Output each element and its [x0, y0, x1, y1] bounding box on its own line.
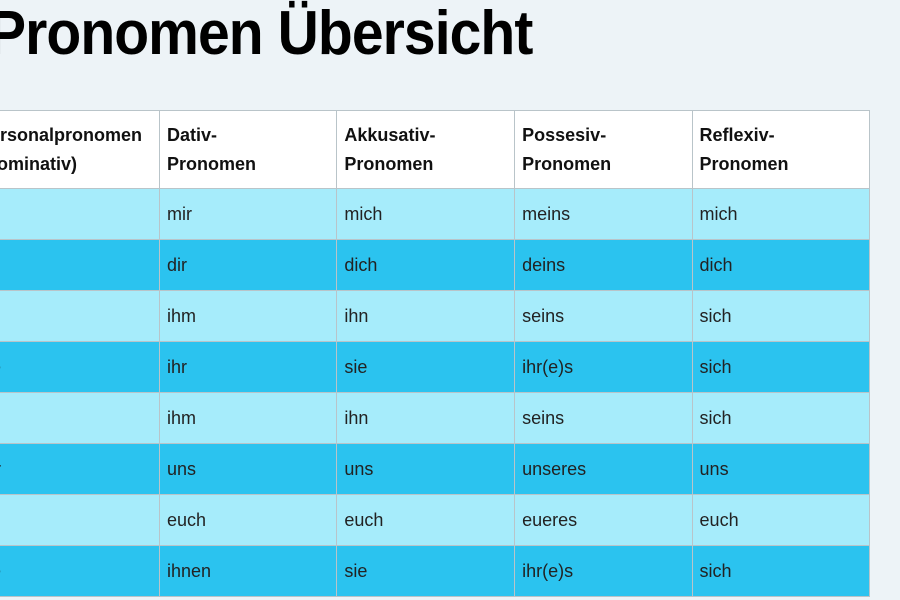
- header-cell: Personalpronomen (Nominativ): [0, 110, 160, 189]
- header-text: Personalpronomen: [0, 124, 143, 145]
- table-cell: seins: [514, 290, 693, 342]
- pronoun-table: Personalpronomen (Nominativ) Dativ- Pronome…: [0, 110, 871, 597]
- table-cell: ihn: [336, 392, 516, 444]
- table-body: ichmirmichmeinsmichdudirdichdeinsdicheri…: [0, 188, 871, 597]
- table-cell: ihn: [336, 290, 516, 342]
- table-cell: uns: [691, 443, 871, 495]
- table-cell: wir: [0, 443, 160, 495]
- table-cell: sich: [691, 545, 871, 597]
- table-cell: sich: [691, 392, 871, 444]
- table-cell: dich: [691, 239, 871, 291]
- table-cell: ihr(e)s: [514, 545, 693, 597]
- table-cell: ihm: [158, 392, 338, 444]
- header-text: Pronomen: [167, 153, 257, 174]
- header-text: Possesiv-: [522, 124, 607, 145]
- table-cell: sie: [336, 545, 516, 597]
- table-row: dudirdichdeinsdich: [0, 239, 871, 291]
- table-cell: ihr: [158, 341, 338, 393]
- header-cell: Reflexiv- Pronomen: [691, 110, 871, 189]
- header-row: Personalpronomen (Nominativ) Dativ- Pronome…: [0, 110, 871, 189]
- table-cell: unseres: [514, 443, 693, 495]
- table-cell: ihr: [0, 494, 160, 546]
- header-text: Pronomen: [522, 153, 612, 174]
- header-text: Pronomen: [344, 153, 434, 174]
- title: Pronomen Übersicht: [0, 0, 533, 68]
- header-cell: Akkusativ- Pronomen: [336, 110, 516, 189]
- table-cell: sie: [0, 545, 160, 597]
- table-cell: sich: [691, 341, 871, 393]
- header-text: Dativ-: [167, 124, 218, 145]
- table-cell: seins: [514, 392, 693, 444]
- table-cell: ihnen: [158, 545, 338, 597]
- table-cell: mich: [336, 188, 516, 240]
- table-cell: es: [0, 392, 160, 444]
- table-cell: uns: [336, 443, 516, 495]
- header-text: Pronomen: [699, 153, 789, 174]
- table-cell: eueres: [514, 494, 693, 546]
- table-cell: uns: [158, 443, 338, 495]
- table-cell: dich: [336, 239, 516, 291]
- table-cell: sich: [691, 290, 871, 342]
- table-cell: euch: [158, 494, 338, 546]
- table-cell: mir: [158, 188, 338, 240]
- table-cell: deins: [514, 239, 693, 291]
- table-cell: meins: [514, 188, 693, 240]
- table-cell: ich: [0, 188, 160, 240]
- table-row: erihmihnseinssich: [0, 290, 871, 342]
- table-row: esihmihnseinssich: [0, 392, 871, 444]
- table-row: wirunsunsunseresuns: [0, 443, 871, 495]
- table-cell: du: [0, 239, 160, 291]
- table-cell: euch: [336, 494, 516, 546]
- header-text: (Nominativ): [0, 153, 77, 174]
- table-cell: dir: [158, 239, 338, 291]
- header-cell: Dativ- Pronomen: [158, 110, 338, 189]
- table-row: ihreucheucheuereseuch: [0, 494, 871, 546]
- table-cell: sie: [336, 341, 516, 393]
- table-cell: ihr(e)s: [514, 341, 693, 393]
- table-cell: euch: [691, 494, 871, 546]
- header-cell: Possesiv- Pronomen: [514, 110, 693, 189]
- table-row: ichmirmichmeinsmich: [0, 188, 871, 240]
- header-text: Akkusativ-: [344, 124, 436, 145]
- header-text: Reflexiv-: [699, 124, 775, 145]
- table-cell: sie: [0, 341, 160, 393]
- table-cell: ihm: [158, 290, 338, 342]
- table-cell: er: [0, 290, 160, 342]
- table-cell: mich: [691, 188, 871, 240]
